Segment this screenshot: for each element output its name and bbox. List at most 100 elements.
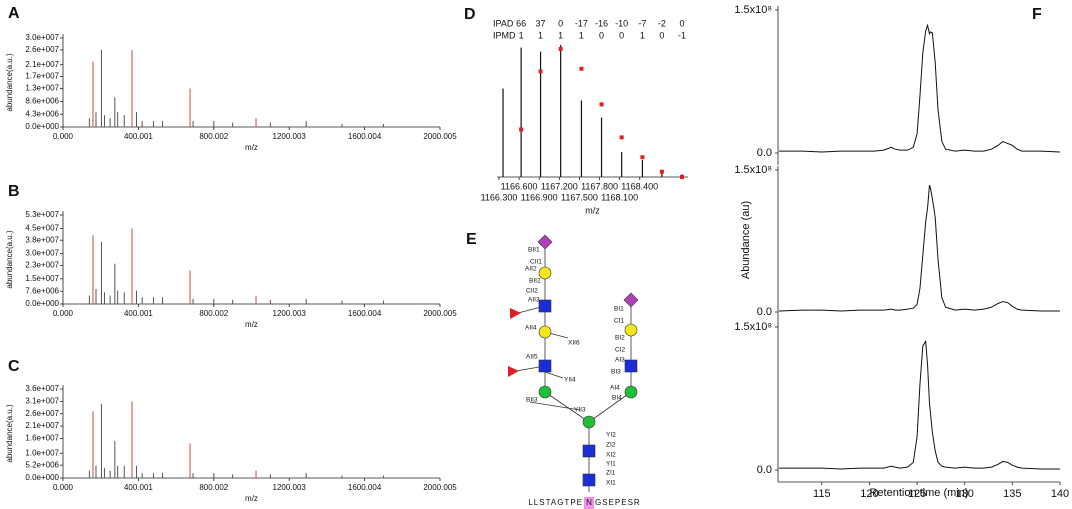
y-tick-label: 4.3e+006 [25, 109, 59, 118]
table-value: -16 [595, 18, 608, 28]
y-tick-label: 2.1e+007 [25, 421, 59, 430]
y-tick-label: 1.6e+007 [25, 434, 59, 443]
x-axis-label: Retention time (min) [869, 487, 968, 499]
theoretical-point [538, 69, 543, 74]
fragment-label: BII3 [526, 397, 538, 404]
theoretical-point [679, 175, 684, 179]
x-tick-label: 1167.800 [581, 181, 618, 191]
y-tick-label: 0.0 [757, 306, 772, 318]
table-value: -10 [615, 18, 628, 28]
y-tick-label: 1.5e+007 [25, 274, 59, 283]
fragment-label: AII4 [525, 325, 537, 332]
fragment-label: AI3 [615, 357, 625, 364]
x-tick-label: 1166.600 [501, 181, 538, 191]
fragment-label: YI2 [606, 432, 616, 439]
y-tick-label: 3.8e+007 [25, 235, 59, 244]
y-tick-label: 3.6e+007 [25, 384, 59, 393]
x-tick-label: 1200.003 [273, 483, 307, 492]
x-tick-label: 1167.500 [561, 192, 598, 202]
table-value: 0 [659, 30, 664, 40]
x-tick-label: 1200.003 [273, 309, 307, 318]
table-value: 0 [558, 18, 563, 28]
x-tick-label: 1167.200 [541, 181, 578, 191]
bond [588, 391, 632, 423]
theoretical-point [619, 135, 624, 140]
y-tick-label: 2.3e+007 [25, 260, 59, 269]
x-tick-label: 1600.004 [348, 309, 382, 318]
sialic-acid [537, 234, 553, 250]
sialic-acid [623, 292, 639, 308]
fucose [510, 308, 521, 319]
y-tick-label: 2.1e+007 [25, 60, 59, 69]
chart-panel: D 1166.3001166.6001166.9001167.2001167.50… [464, 6, 688, 215]
x-tick-label: 1600.004 [348, 132, 382, 141]
peptide: LLSTAGTPE [528, 498, 583, 507]
x-tick-label: 1168.400 [621, 181, 658, 191]
y-tick-label: 1.5x10⁸ [734, 164, 772, 176]
x-tick-label: 800.002 [199, 483, 228, 492]
galactose [538, 325, 552, 339]
glcnac [582, 473, 596, 487]
theoretical-point [579, 66, 584, 71]
y-tick-label: 0.0e+000 [25, 473, 59, 482]
site-highlight [584, 497, 594, 509]
row-label: IPMD [493, 30, 516, 40]
mannose [582, 415, 596, 429]
table-value: -2 [658, 18, 666, 28]
x-tick-label: 2000.005 [423, 132, 457, 141]
y-tick-label: 0.0 [757, 147, 772, 159]
fragment-label: BII1 [528, 247, 540, 254]
table-value: 66 [516, 18, 526, 28]
x-axis-label: m/z [245, 320, 258, 329]
y-tick-label: 2.6e+007 [25, 45, 59, 54]
table-value: 1 [519, 30, 524, 40]
x-tick-label: 1600.004 [348, 483, 382, 492]
trace [778, 184, 1060, 312]
glcnac [582, 444, 596, 458]
fragment-label: ZI1 [606, 470, 616, 477]
x-tick-label: 140 [1051, 488, 1069, 500]
trace [778, 23, 1061, 153]
fragment-label: XI2 [606, 452, 616, 459]
y-tick-label: 8.6e+006 [25, 97, 59, 106]
x-tick-label: 1200.003 [273, 132, 307, 141]
fragment-label: CII2 [526, 288, 538, 295]
fragment-label: AII2 [525, 266, 537, 273]
x-tick-label: 120 [860, 488, 878, 500]
x-tick-label: 0.000 [53, 309, 74, 318]
fragment-label: AII5 [526, 354, 538, 361]
fucose [508, 366, 519, 377]
x-tick-label: 2000.005 [423, 309, 457, 318]
table-value: 37 [536, 18, 546, 28]
fragment-label: YII4 [564, 377, 576, 384]
fragment-label: YI1 [606, 461, 616, 468]
fragment-label: XII6 [568, 340, 580, 347]
y-tick-label: 5.2e+006 [25, 460, 59, 469]
fragment-label: YII3 [574, 407, 586, 414]
x-tick-label: 400.001 [124, 483, 153, 492]
theoretical-point [599, 102, 604, 107]
panel-label: A [8, 5, 20, 22]
theoretical-point [659, 169, 664, 174]
x-tick-label: 1166.900 [521, 192, 558, 202]
fragment-label: BI4 [612, 395, 622, 402]
row-label: IPAD [493, 18, 514, 28]
fragment-label: BI1 [614, 306, 624, 313]
theoretical-point [640, 155, 645, 160]
chart-panel: A 0.0e+000 4.3e+006 8.6e+006 1.3e+007 1.7e+00… [5, 5, 457, 152]
theoretical-point [558, 46, 563, 51]
fragment-label: BI2 [615, 335, 625, 342]
x-tick-label: 130 [956, 488, 974, 500]
fragment-label: XI1 [606, 480, 616, 487]
bond [544, 391, 590, 423]
x-tick-label: 115 [813, 488, 831, 500]
table-value: 1 [579, 30, 584, 40]
mannose [538, 385, 552, 399]
y-tick-label: 3.0e+007 [25, 249, 59, 258]
x-tick-label: 1168.100 [601, 192, 638, 202]
table-value: 0 [679, 18, 684, 28]
panel-label: D [464, 6, 476, 23]
x-tick-label: 125 [908, 488, 926, 500]
